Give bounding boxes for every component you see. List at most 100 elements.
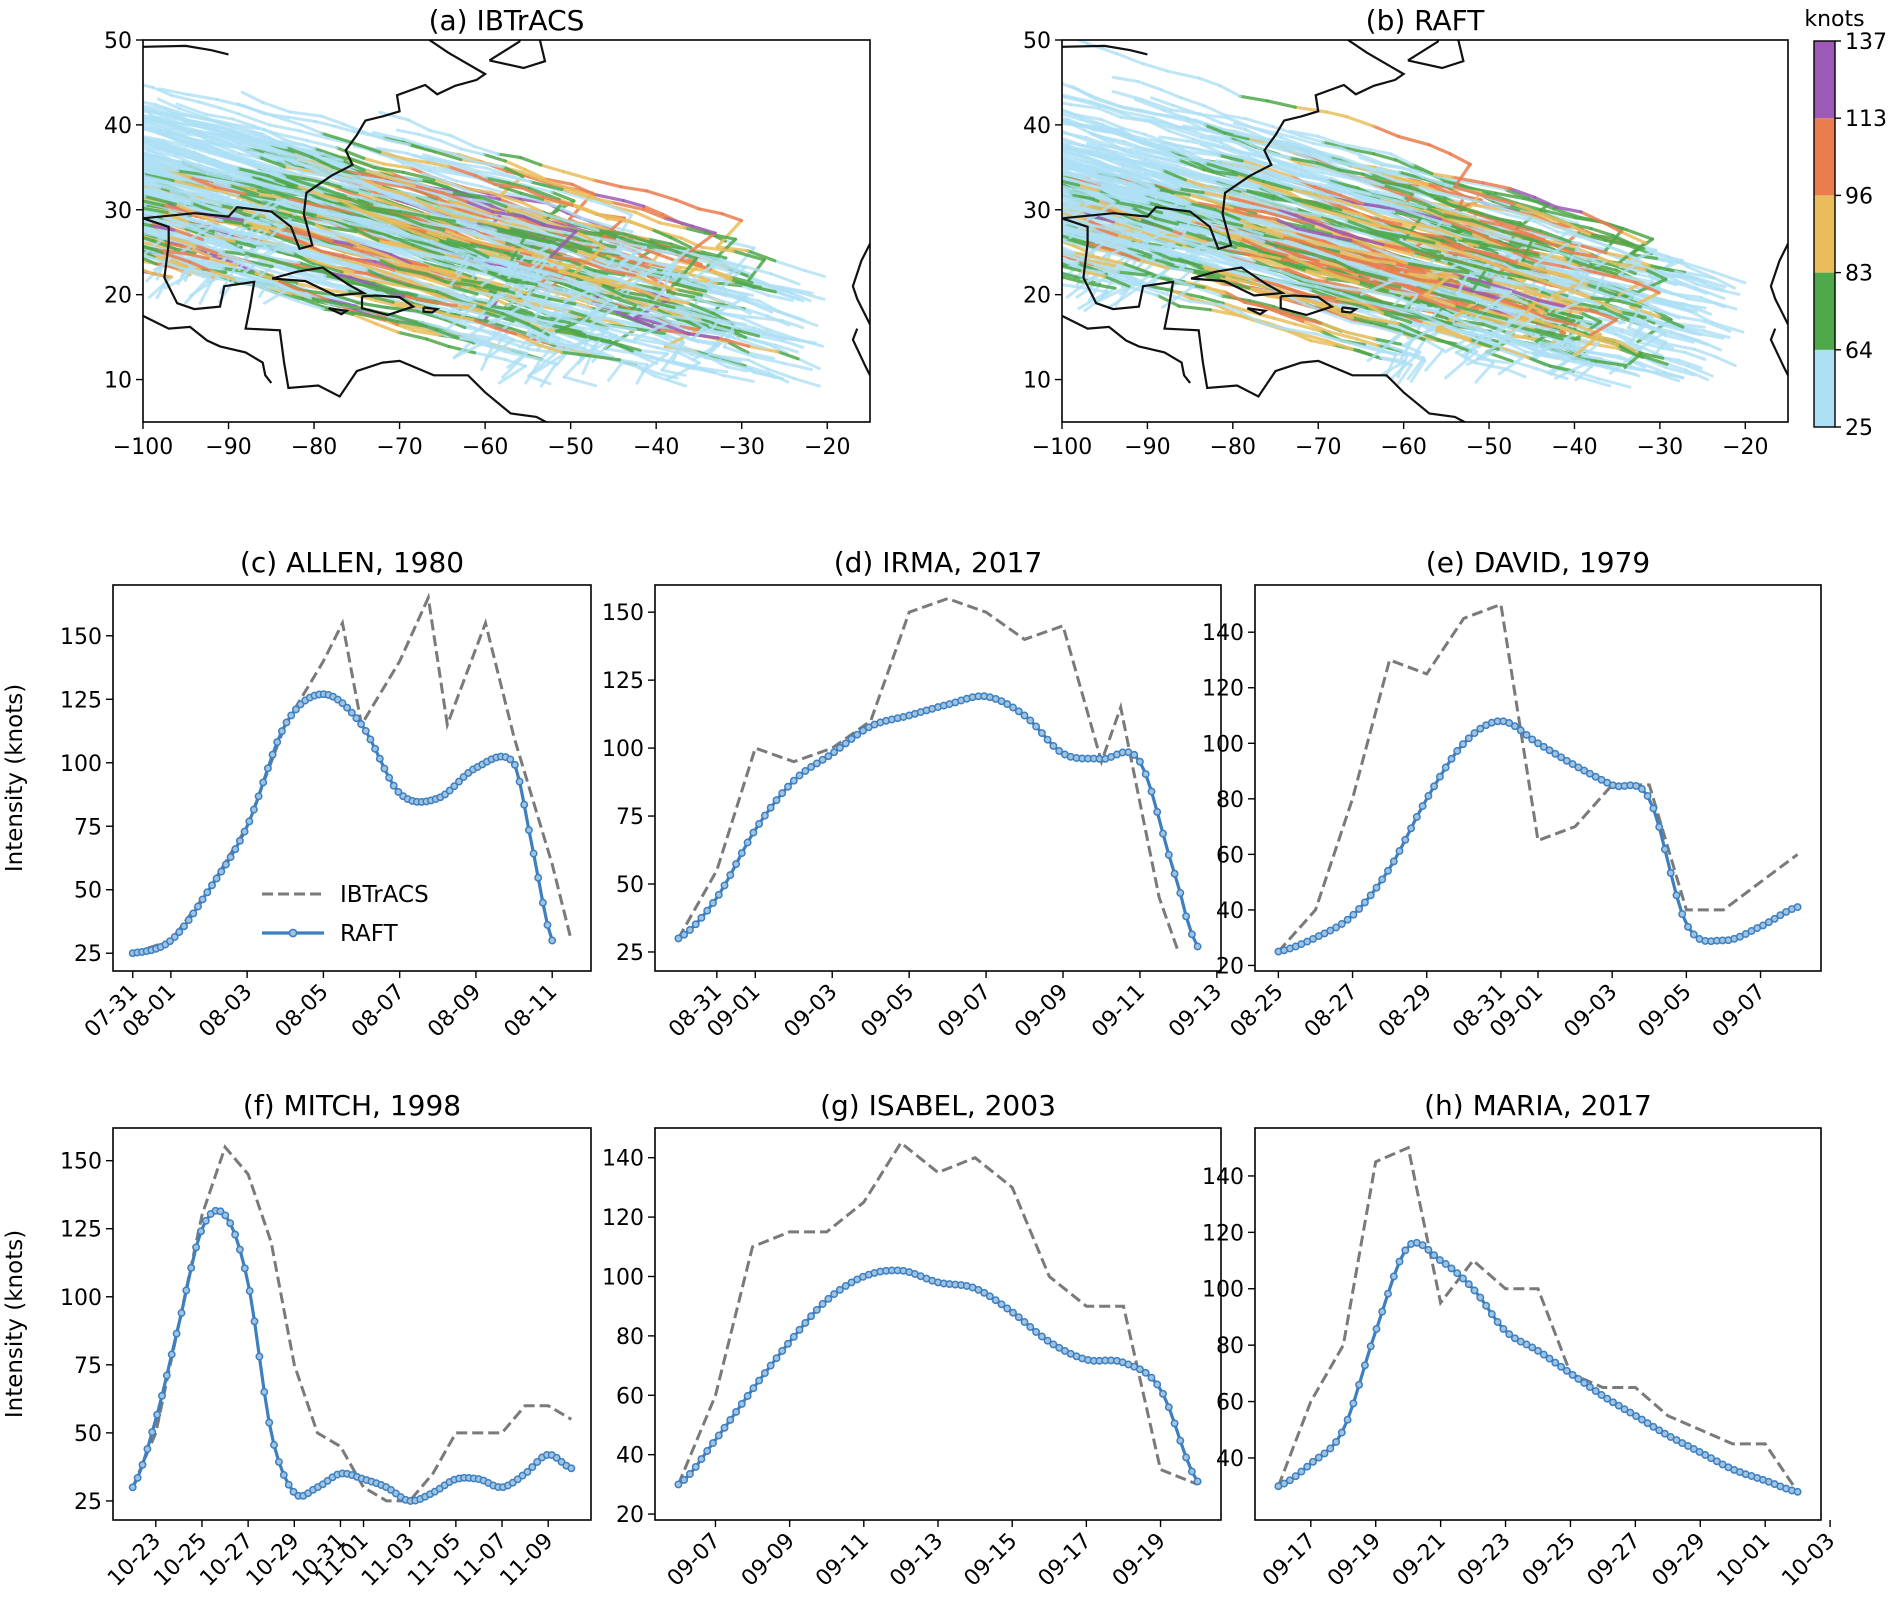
raft-marker [784,782,792,791]
raft-marker [772,1354,781,1363]
legend: IBTrACS RAFT [262,882,429,947]
raft-marker [726,1415,735,1424]
x-tick-label: −70 [1295,435,1341,460]
y-tick-label: 140 [1202,621,1244,646]
raft-marker [760,1369,769,1378]
raft-marker [167,1350,176,1359]
x-tick-label: 09-13 [885,1529,948,1592]
x-tick-label: −50 [1466,435,1512,460]
raft-marker [291,705,300,714]
plot-area [1274,1145,1802,1496]
x-tick-label: 09-07 [1708,980,1771,1043]
raft-marker [1764,918,1773,927]
raft-marker [1655,823,1664,831]
raft-marker [985,1292,994,1301]
raft-marker [148,1428,157,1437]
raft-marker [1193,942,1202,951]
raft-marker [709,1439,717,1448]
raft-marker [991,1296,1000,1305]
raft-marker [506,755,515,764]
raft-marker [245,817,254,826]
raft-marker [1326,926,1335,935]
raft-marker [1009,703,1017,712]
raft-marker [352,714,361,723]
raft-marker [158,1391,166,1400]
raft-marker [1545,1354,1554,1363]
raft-marker [194,902,202,911]
raft-marker [445,786,454,795]
raft-marker [1672,891,1681,900]
raft-marker [273,738,282,747]
raft-marker [1545,746,1554,755]
raft-marker [807,1312,816,1321]
raft-marker [1482,1301,1491,1310]
colorbar-tick-label: 113 [1845,107,1887,132]
y-tick-label: 125 [602,669,644,694]
raft-marker [366,735,375,744]
y-tick-label: 100 [602,1265,644,1290]
raft-marker [1684,1442,1692,1450]
y-tick-label: 50 [74,879,102,904]
chart-title: (g) ISABEL, 2003 [820,1089,1056,1122]
raft-marker [1603,1394,1612,1403]
raft-marker [216,1207,225,1216]
raft-marker [818,755,827,764]
chart-panel: (c) ALLEN, 198025507510012515007-3108-01… [2,546,592,1042]
raft-marker [784,1339,792,1348]
raft-marker [1337,1428,1346,1437]
x-tick-label: 09-27 [1583,1529,1646,1592]
x-tick-label: 09-05 [1634,980,1697,1043]
x-tick-label: 09-15 [960,1529,1023,1592]
raft-marker [510,760,519,769]
x-tick-label: −50 [547,435,593,460]
plot-area [128,592,573,958]
raft-marker [795,771,804,780]
y-tick-label: 125 [60,688,102,713]
raft-marker [274,1457,283,1466]
raft-marker [1418,802,1427,811]
x-tick-label: 09-17 [1258,1529,1321,1592]
raft-marker [1014,707,1023,716]
y-tick-label: 10 [1023,369,1051,394]
y-tick-label: 60 [616,1384,644,1409]
raft-marker [1003,700,1012,709]
raft-marker [1435,1256,1444,1265]
raft-marker [1049,741,1058,750]
legend-raft-marker [288,928,298,938]
raft-marker [528,1463,537,1472]
raft-marker [697,913,706,922]
raft-marker [1510,1334,1519,1343]
raft-marker [1464,734,1473,743]
raft-marker [691,1462,700,1471]
raft-marker [1666,868,1675,877]
y-tick-label: 75 [74,815,102,840]
raft-marker [1407,824,1416,833]
raft-marker [208,881,216,890]
raft-marker [714,1431,723,1440]
chart-panel: (h) MARIA, 2017 40 60 80 100 120 140 09-17 09-19… [1202,1089,1840,1591]
raft-marker [737,849,746,858]
raft-marker [778,789,787,798]
x-tick-label: 09-19 [1323,1529,1386,1592]
y-tick-label: 100 [60,1286,102,1311]
raft-marker [830,1290,839,1299]
raft-marker [197,1227,205,1236]
raft-marker [1337,920,1346,928]
x-tick-label: −90 [205,435,251,460]
raft-marker [732,1407,741,1416]
raft-marker [245,1287,254,1295]
y-tick-label: 75 [616,805,644,830]
raft-marker [567,1464,576,1473]
y-tick-label: 40 [1216,1447,1244,1472]
y-tick-label: 80 [616,1325,644,1350]
raft-marker [538,898,547,907]
raft-marker [1568,760,1577,769]
raft-marker [1632,1412,1641,1421]
colorbar-segment [1814,272,1835,350]
raft-marker [1614,1401,1623,1410]
raft-marker [1660,845,1669,854]
raft-marker [1378,1307,1387,1316]
raft-marker [1689,930,1698,939]
chart-frame [112,1127,592,1521]
raft-marker [198,895,207,904]
